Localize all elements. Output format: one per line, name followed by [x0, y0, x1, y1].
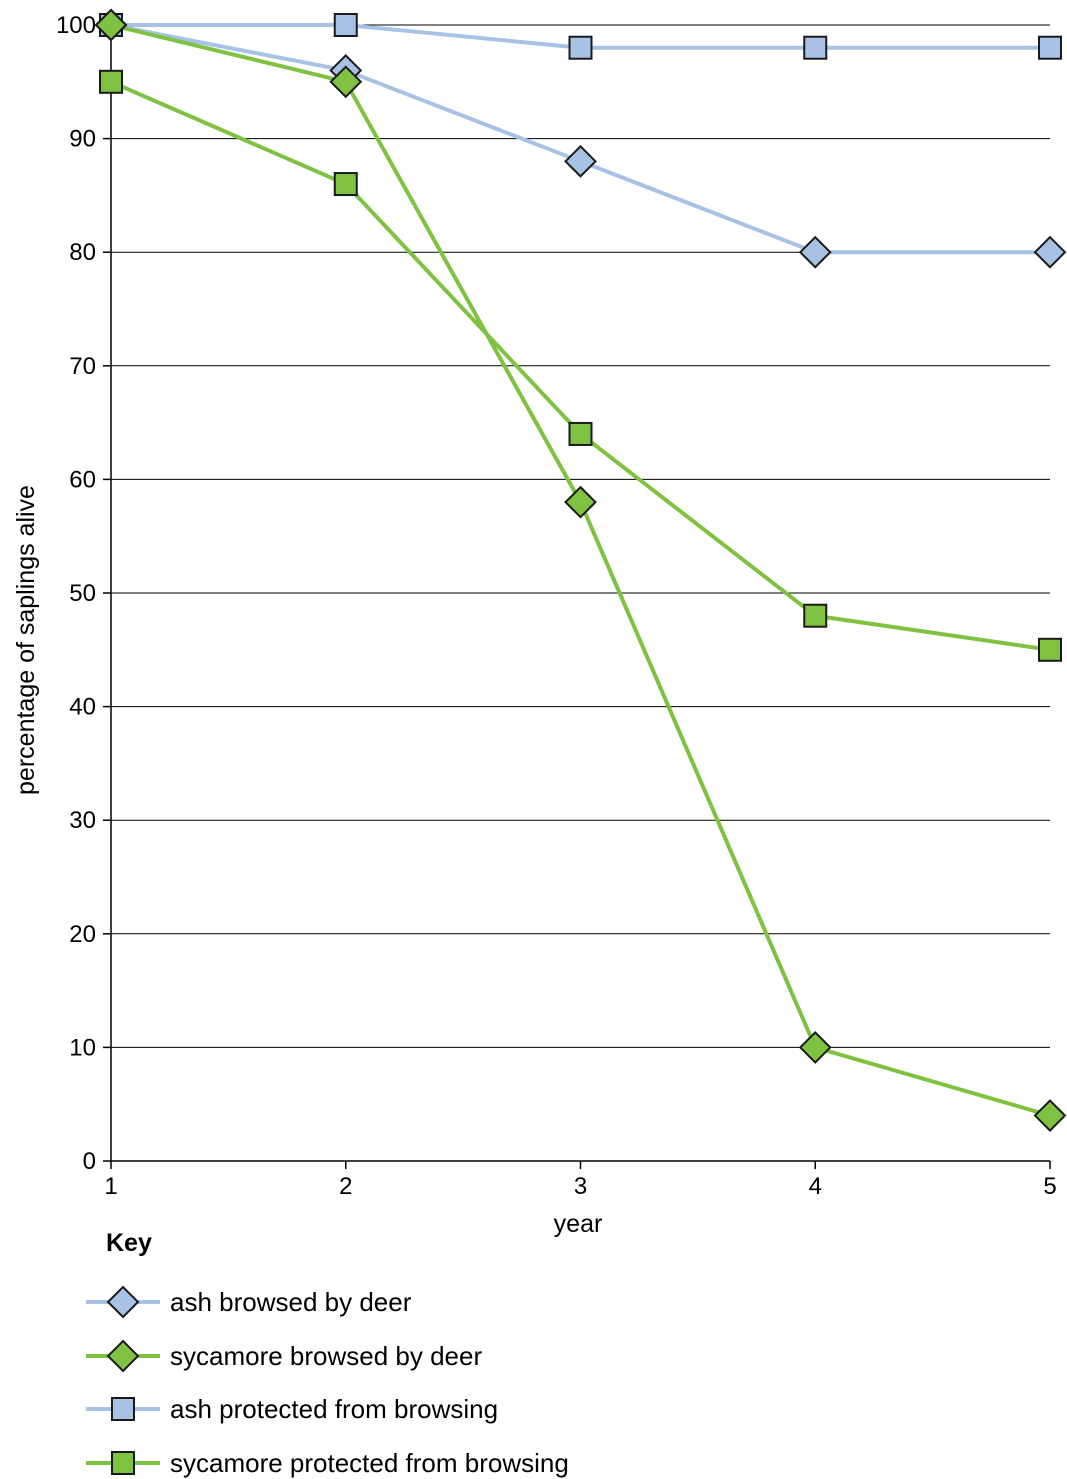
point-ash-browsed-by-deer-4 [798, 235, 832, 269]
axes [103, 24, 1051, 1169]
point-sycamore-protected-from-browsing-3 [568, 421, 593, 446]
point-sycamore-protected-from-browsing-5 [1038, 637, 1062, 662]
point-sycamore-browsed-by-deer-2 [329, 65, 363, 99]
legend-item-sycamore-protected-from-browsing: sycamore protected from browsing [86, 1448, 569, 1478]
series-lines [110, 23, 1051, 1118]
point-sycamore-protected-from-browsing-4 [803, 603, 828, 628]
y-tick-label-70: 70 [69, 353, 96, 380]
legend-item-sycamore-browsed-by-deer: sycamore browsed by deer [86, 1339, 482, 1373]
legend-label: sycamore browsed by deer [170, 1341, 482, 1371]
gridlines [111, 24, 1050, 1048]
point-ash-browsed-by-deer-3 [564, 144, 597, 178]
x-axis-label: year [554, 1210, 603, 1238]
x-tick-label-4: 4 [809, 1173, 822, 1200]
x-tick-label-5: 5 [1043, 1173, 1056, 1200]
y-tick-label-80: 80 [69, 239, 96, 266]
legend-item-ash-browsed-by-deer: ash browsed by deer [86, 1285, 412, 1319]
y-axis-label: percentage of saplings alive [12, 485, 40, 795]
y-tick-label-60: 60 [69, 466, 96, 493]
point-sycamore-browsed-by-deer-1 [94, 8, 128, 42]
tick-labels: 0 10 20 30 40 50 60 70 80 90 100 1 2 3 4 5 [56, 12, 1057, 1200]
y-tick-label-30: 30 [69, 807, 96, 834]
point-sycamore-protected-from-browsing-1 [99, 69, 123, 94]
y-tick-label-10: 10 [69, 1034, 96, 1061]
point-ash-protected-from-browsing-5 [1038, 35, 1062, 60]
legend-swatch-marker [111, 1451, 135, 1475]
x-tick-label-3: 3 [574, 1173, 587, 1200]
point-sycamore-protected-from-browsing-2 [333, 172, 358, 197]
legend-swatch-marker [106, 1285, 140, 1319]
series-markers [94, 8, 1067, 1132]
legend-swatch-marker [111, 1397, 135, 1421]
y-tick-label-90: 90 [69, 126, 96, 153]
legend-label: ash protected from browsing [170, 1394, 498, 1424]
x-tick-label-2: 2 [339, 1173, 352, 1200]
series-line-sycamore-browsed-by-deer [110, 23, 1051, 1118]
point-sycamore-browsed-by-deer-5 [1033, 1099, 1067, 1132]
point-sycamore-browsed-by-deer-4 [798, 1030, 832, 1064]
legend-label: sycamore protected from browsing [170, 1448, 569, 1478]
point-ash-protected-from-browsing-3 [568, 35, 593, 60]
legend-label: ash browsed by deer [170, 1287, 412, 1317]
y-tick-label-0: 0 [83, 1148, 96, 1175]
point-ash-protected-from-browsing-4 [803, 35, 828, 60]
point-ash-browsed-by-deer-5 [1033, 235, 1067, 269]
point-sycamore-browsed-by-deer-3 [564, 485, 597, 519]
legend-swatch-marker [106, 1339, 140, 1373]
legend: ash browsed by deer sycamore browsed by d… [86, 1285, 569, 1478]
y-tick-label-100: 100 [56, 12, 96, 39]
point-ash-protected-from-browsing-2 [333, 13, 358, 37]
y-tick-label-40: 40 [69, 694, 96, 721]
y-tick-label-50: 50 [69, 580, 96, 607]
y-tick-label-20: 20 [69, 921, 96, 948]
legend-title: Key [106, 1229, 152, 1257]
x-tick-label-1: 1 [104, 1173, 117, 1200]
legend-item-ash-protected-from-browsing: ash protected from browsing [86, 1394, 498, 1424]
